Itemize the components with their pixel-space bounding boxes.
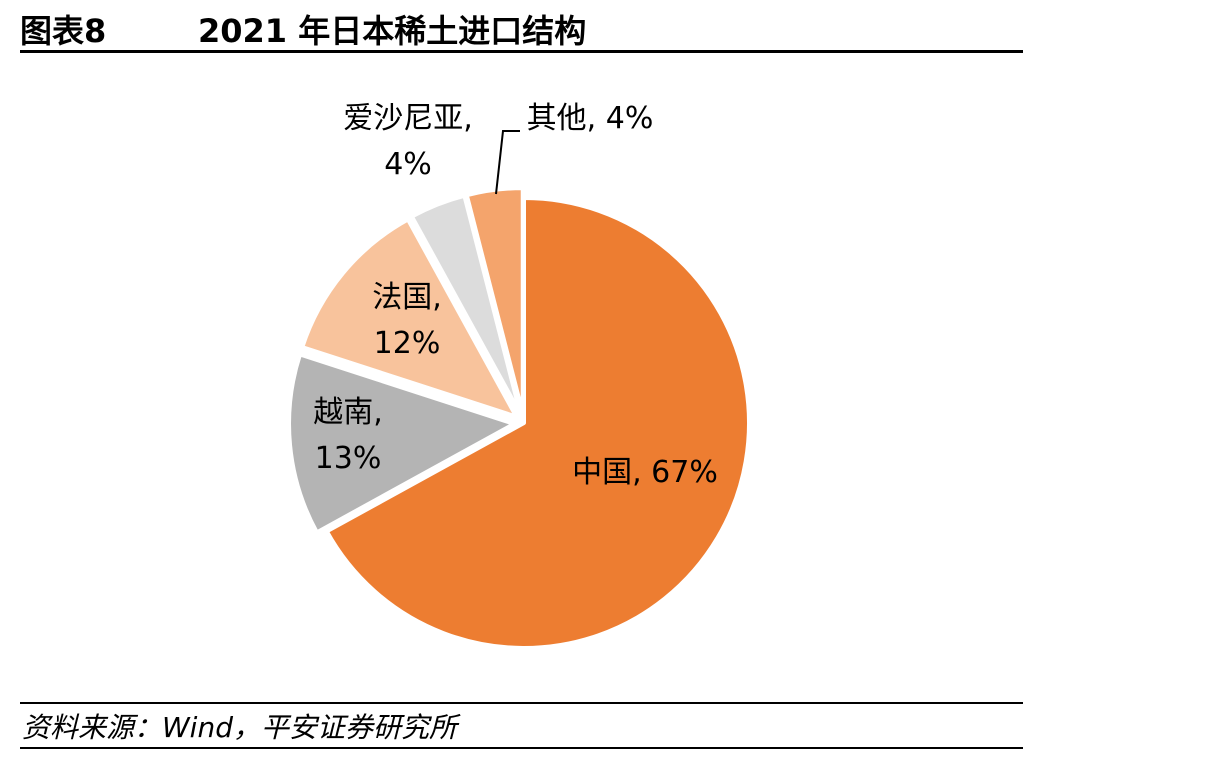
pie-slice-4 <box>409 193 523 416</box>
pie-slice-2 <box>287 352 517 535</box>
figure-header: 图表8 2021 年日本稀土进口结构 <box>20 0 1024 52</box>
top-rule <box>20 50 1023 53</box>
slice-label-1: 中国, 67% <box>572 455 718 490</box>
slice-label-2: 越南, 13% <box>313 395 383 476</box>
slice-label-4: 爱沙尼亚, 4% <box>343 101 473 182</box>
source-rule <box>20 702 1023 704</box>
source-note: 资料来源：Wind，平安证券研究所 <box>22 711 457 744</box>
figure-label: 图表8 <box>20 12 107 50</box>
pie-chart: 中国, 67% 越南, 13% 法国, 12% 爱沙尼亚, 4% 其他, 4% <box>287 101 751 650</box>
leader-line <box>495 130 520 195</box>
figure-title: 2021 年日本稀土进口结构 <box>198 12 587 50</box>
pie-slice-1 <box>324 196 751 650</box>
pie-slice-5 <box>464 186 525 416</box>
pie-slice-3 <box>300 217 519 419</box>
slice-label-3: 法国, 12% <box>372 280 442 361</box>
bottom-rule <box>20 747 1023 749</box>
slice-label-5: 其他, 4% <box>527 101 654 136</box>
